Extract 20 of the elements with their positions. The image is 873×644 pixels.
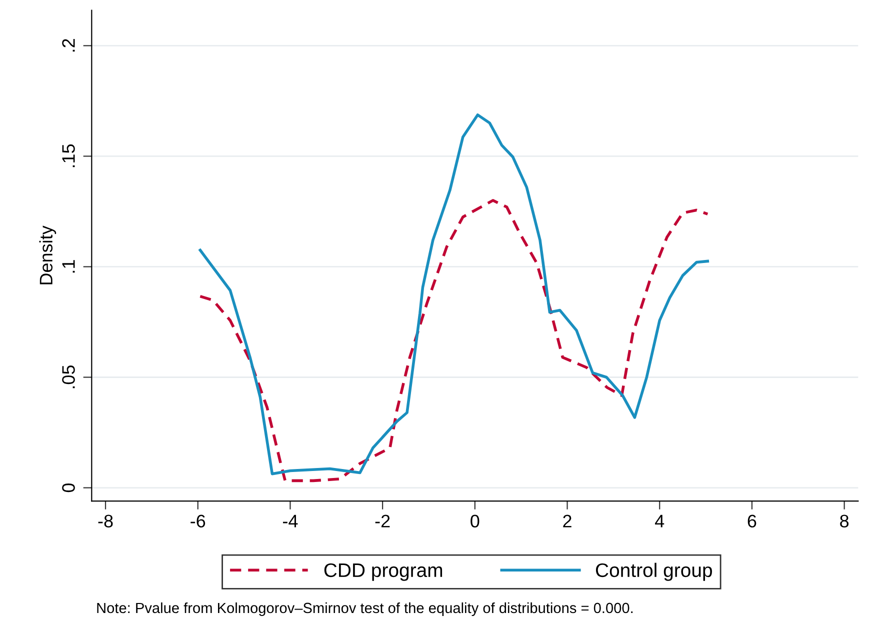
y-tick-label: .15: [62, 144, 75, 168]
text: Note: Pvalue from Kolmogorov–Smirnov test of the equality of distributions = 0.000.: [97, 602, 633, 616]
y-tick-label: 0: [62, 483, 75, 492]
x-tick-label: 4: [655, 514, 664, 528]
x-tick-label: -4: [282, 514, 298, 528]
y-tick-label: .05: [62, 365, 75, 388]
x-tick-label: 8: [840, 514, 849, 528]
x-tick-label: 0: [470, 514, 480, 528]
y-axis-title: Density: [39, 226, 56, 284]
x-tick-label: -2: [375, 514, 390, 528]
y-tick-label: .1: [62, 260, 75, 273]
line-series: [198, 199, 710, 482]
x-tick-label: 6: [748, 514, 756, 528]
x-tick-label: 2: [563, 514, 572, 528]
y-tick-label: .2: [62, 39, 75, 52]
legend-label: CDD program: [324, 563, 442, 581]
x-tick-label: -8: [98, 514, 113, 528]
x-tick-label: -6: [190, 514, 206, 528]
line-series: [198, 113, 710, 476]
legend-label: Control group: [596, 562, 712, 581]
